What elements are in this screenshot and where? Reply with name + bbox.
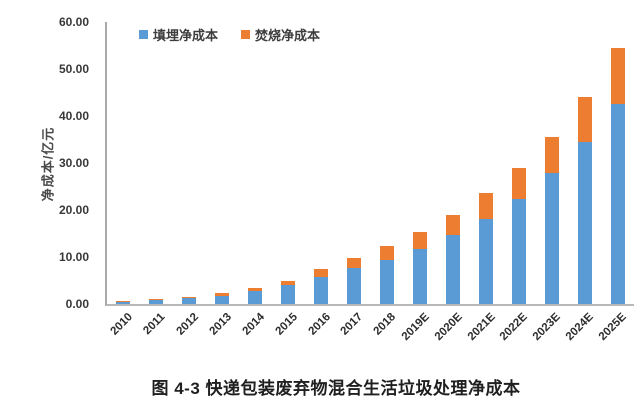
bar-2018-incineration	[379, 246, 394, 260]
bar-2010-incineration	[116, 300, 131, 302]
x-tick-label: 2019E	[399, 311, 432, 344]
bar-2019E-incineration	[412, 231, 427, 250]
bar-2023E-incineration	[544, 136, 559, 173]
x-tick-label: 2025E	[597, 311, 630, 344]
bar-2025E-incineration	[610, 47, 625, 104]
bar-2015-incineration	[281, 280, 296, 286]
bar-2023E-landfill	[544, 172, 559, 304]
incineration-swatch-icon	[241, 30, 251, 39]
bar-2016-incineration	[314, 269, 329, 278]
legend-label-incineration: 焚烧净成本	[255, 28, 321, 43]
bar-2019E-landfill	[412, 249, 427, 304]
x-tick-label: 2016	[305, 311, 333, 338]
y-tick-label: 10.00	[58, 250, 89, 264]
x-tick-label: 2014	[240, 311, 267, 338]
x-tick-label: 2011	[141, 311, 168, 338]
legend-item-landfill: 填埋净成本	[139, 25, 218, 44]
bar-2013-incineration	[215, 293, 230, 296]
bar-2012-incineration	[182, 296, 197, 299]
y-tick-label: 40.00	[58, 109, 89, 123]
legend: 填埋净成本 焚烧净成本	[139, 25, 320, 44]
plot-area	[105, 22, 634, 306]
bar-2020E-incineration	[445, 214, 460, 236]
x-tick-label: 2018	[371, 311, 399, 338]
y-tick-label: 50.00	[58, 62, 89, 76]
bar-2012-landfill	[182, 298, 197, 304]
landfill-swatch-icon	[139, 30, 148, 39]
bar-2017-incineration	[347, 257, 362, 269]
x-tick-label: 2021E	[465, 311, 498, 344]
bar-2020E-landfill	[445, 235, 460, 304]
y-tick-label: 20.00	[58, 203, 89, 217]
y-tick-label: 60.00	[58, 15, 89, 29]
bar-2022E-landfill	[511, 199, 526, 304]
legend-label-landfill: 填埋净成本	[153, 28, 219, 43]
bar-2011-incineration	[149, 299, 164, 301]
x-tick-label: 2020E	[432, 311, 465, 344]
bar-2010-landfill	[116, 301, 131, 304]
x-tick-label: 2023E	[531, 311, 564, 344]
bar-2011-landfill	[149, 300, 164, 304]
bar-2016-landfill	[314, 277, 329, 304]
bar-2015-landfill	[281, 285, 296, 304]
bar-2022E-incineration	[511, 167, 526, 200]
bar-2018-landfill	[379, 259, 394, 304]
x-tick-label: 2013	[207, 311, 234, 338]
legend-item-incineration: 焚烧净成本	[241, 25, 320, 44]
bar-2014-landfill	[248, 290, 263, 304]
bar-2014-incineration	[248, 287, 263, 291]
bar-2017-landfill	[347, 268, 362, 304]
x-tick-label: 2022E	[498, 311, 531, 344]
y-axis: 0.00 10.00 20.00 30.00 40.00 50.00 60.00	[0, 15, 89, 311]
x-tick-label: 2015	[273, 311, 300, 338]
figure-caption: 图 4-3 快递包装废弃物混合生活垃圾处理净成本	[151, 379, 521, 398]
bar-2024E-incineration	[577, 96, 592, 143]
x-tick-label: 2024E	[564, 311, 597, 344]
bar-2024E-landfill	[577, 142, 592, 304]
x-tick-label: 2010	[108, 311, 135, 338]
y-tick-label: 30.00	[58, 156, 89, 170]
bar-2025E-landfill	[610, 103, 625, 304]
y-tick-label: 0.00	[65, 297, 89, 311]
x-tick-label: 2012	[174, 311, 201, 338]
bar-2021E-incineration	[478, 193, 493, 220]
bar-2021E-landfill	[478, 219, 493, 304]
x-tick-label: 2017	[338, 311, 366, 338]
bar-2013-landfill	[215, 295, 230, 304]
